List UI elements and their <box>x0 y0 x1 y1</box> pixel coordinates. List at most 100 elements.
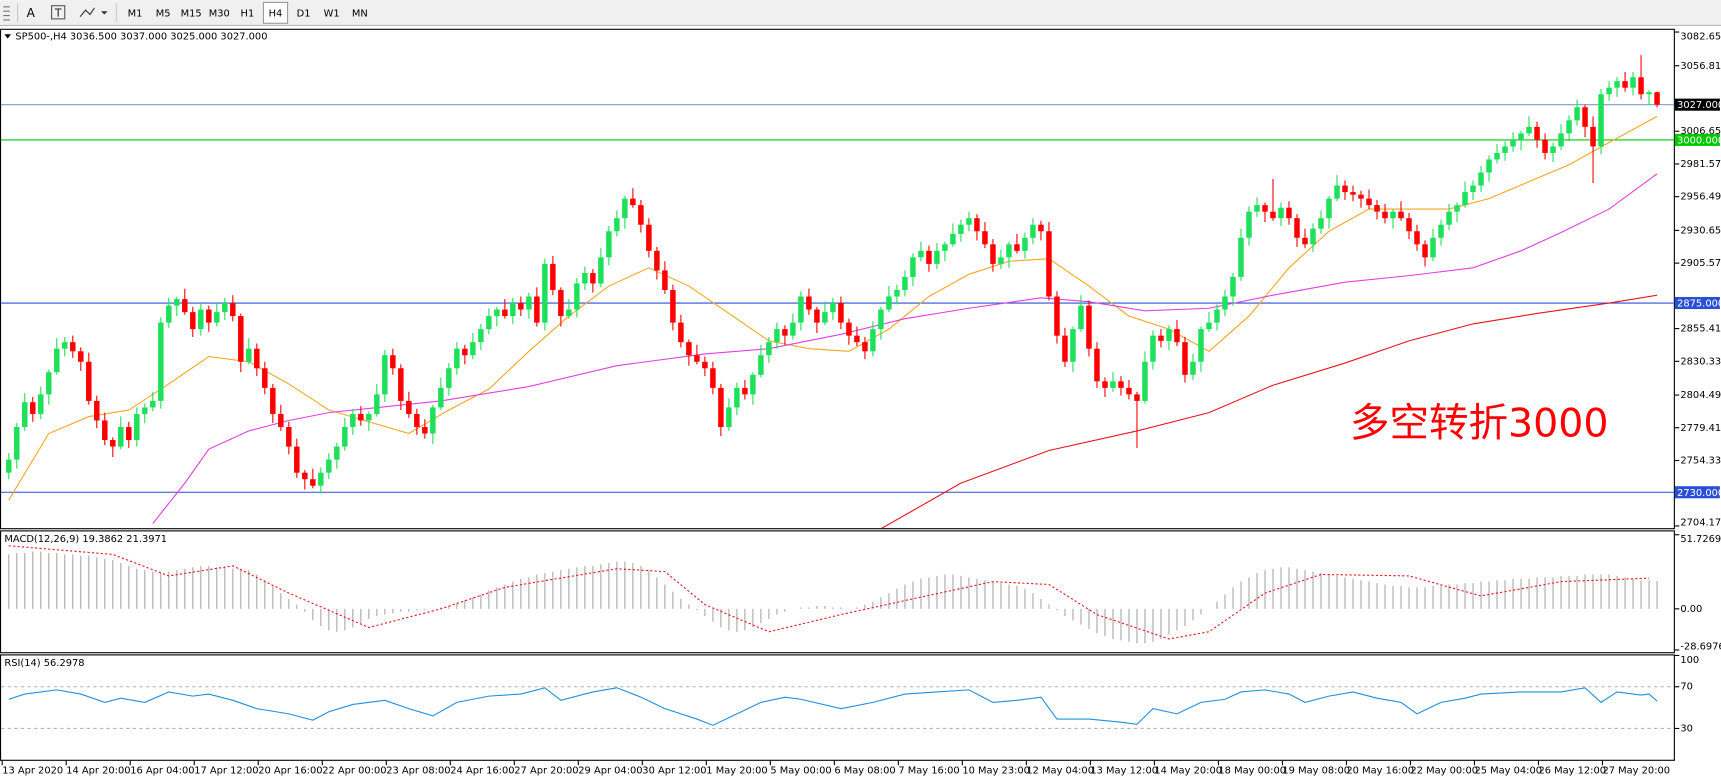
candle-body <box>766 342 772 356</box>
timeframe-button[interactable]: W1 <box>324 8 340 19</box>
objects-tool[interactable] <box>79 7 108 18</box>
candle-body <box>1302 237 1308 245</box>
y-tick-label: 3082.650 <box>1680 31 1721 42</box>
timeframe-button[interactable]: H4 <box>269 8 283 19</box>
candle-body <box>534 296 540 323</box>
candle-body <box>110 440 116 447</box>
candle-body <box>438 387 444 408</box>
y-tick-label: 30 <box>1680 723 1693 734</box>
timeframe-button[interactable]: M30 <box>209 8 230 19</box>
candle-body <box>70 342 76 352</box>
candle-body <box>46 372 52 395</box>
candle-body <box>1318 218 1324 229</box>
timeframe-button[interactable]: D1 <box>297 8 311 19</box>
candle-body <box>1654 92 1660 105</box>
candle-body <box>1494 152 1500 160</box>
candle-body <box>686 342 692 356</box>
candle-body <box>246 348 252 362</box>
y-tick-label: 0.00 <box>1680 604 1702 615</box>
y-tick-label: 100 <box>1680 655 1699 666</box>
candle-body <box>638 205 644 225</box>
timeframe-button[interactable]: M5 <box>156 8 171 19</box>
candle-body <box>1046 231 1052 297</box>
timeframe-button[interactable]: H1 <box>241 8 255 19</box>
candle-body <box>1278 207 1284 219</box>
macd-panel <box>0 530 1675 654</box>
candle-body <box>950 233 956 245</box>
candle-body <box>1566 120 1572 134</box>
moving-average <box>152 173 1658 524</box>
candle-body <box>1510 139 1516 147</box>
x-tick-label: 7 May 16:00 <box>898 766 959 777</box>
candle-body <box>286 426 292 447</box>
candle-body <box>1078 305 1084 330</box>
candle-body <box>230 303 236 317</box>
candle-body <box>326 459 332 473</box>
candle-body <box>1070 329 1076 362</box>
candle-body <box>1542 139 1548 153</box>
candle-body <box>350 413 356 427</box>
candle-body <box>1158 335 1164 341</box>
x-tick-label: 17 Apr 12:00 <box>194 766 258 777</box>
candle-body <box>1382 211 1388 219</box>
timeframe-button[interactable]: MN <box>352 8 368 19</box>
candle-body <box>990 244 996 264</box>
level-price-label: 3027.000 <box>1677 100 1721 111</box>
candle-body <box>926 250 932 264</box>
candle-body <box>414 413 420 427</box>
candle-body <box>718 387 724 427</box>
candle-body <box>1262 205 1268 212</box>
candle-body <box>94 400 100 421</box>
text-label-tool[interactable] <box>51 5 66 20</box>
candle-body <box>406 400 412 414</box>
candle-body <box>126 426 132 441</box>
candle-body <box>30 402 36 414</box>
candle-body <box>1350 192 1356 195</box>
candle-body <box>1638 77 1644 95</box>
candle-body <box>710 368 716 388</box>
x-tick-label: 6 May 08:00 <box>834 766 895 777</box>
candle-body <box>270 387 276 414</box>
candle-body <box>830 303 836 313</box>
candle-body <box>22 402 28 427</box>
candle-body <box>1326 198 1332 219</box>
candle-body <box>582 273 588 284</box>
candle-body <box>1238 237 1244 277</box>
candle-body <box>1150 335 1156 362</box>
candle-body <box>894 289 900 297</box>
candle-body <box>238 316 244 362</box>
candle-body <box>1646 92 1652 95</box>
candle-body <box>670 289 676 323</box>
candle-body <box>1374 205 1380 212</box>
y-tick-label: 2930.650 <box>1680 225 1721 236</box>
candle-body <box>222 303 228 313</box>
candle-body <box>550 263 556 290</box>
candle-body <box>678 322 684 343</box>
candle-body <box>694 355 700 362</box>
candle-body <box>1134 394 1140 401</box>
candle-body <box>1486 159 1492 173</box>
candle-body <box>1462 192 1468 206</box>
candle-body <box>1438 224 1444 238</box>
candle-body <box>910 257 916 277</box>
candle-body <box>1614 81 1620 88</box>
timeframe-button[interactable]: M1 <box>128 8 143 19</box>
candle-body <box>102 420 108 441</box>
candle-body <box>198 309 204 330</box>
toolbar-bg <box>0 0 1721 26</box>
rsi-plot <box>1 686 1674 730</box>
y-tick-label: 2779.410 <box>1680 423 1721 434</box>
candle-body <box>590 273 596 284</box>
candle-body <box>1190 361 1196 375</box>
timeframe-button[interactable]: M15 <box>181 8 202 19</box>
candle-body <box>1014 244 1020 251</box>
candle-body <box>1366 198 1372 206</box>
font-tool[interactable]: A <box>27 6 36 20</box>
candle-body <box>630 198 636 206</box>
candle-body <box>1390 211 1396 219</box>
candle-body <box>966 218 972 225</box>
candle-body <box>1342 185 1348 193</box>
candle-body <box>542 263 548 323</box>
candle-body <box>846 322 852 336</box>
